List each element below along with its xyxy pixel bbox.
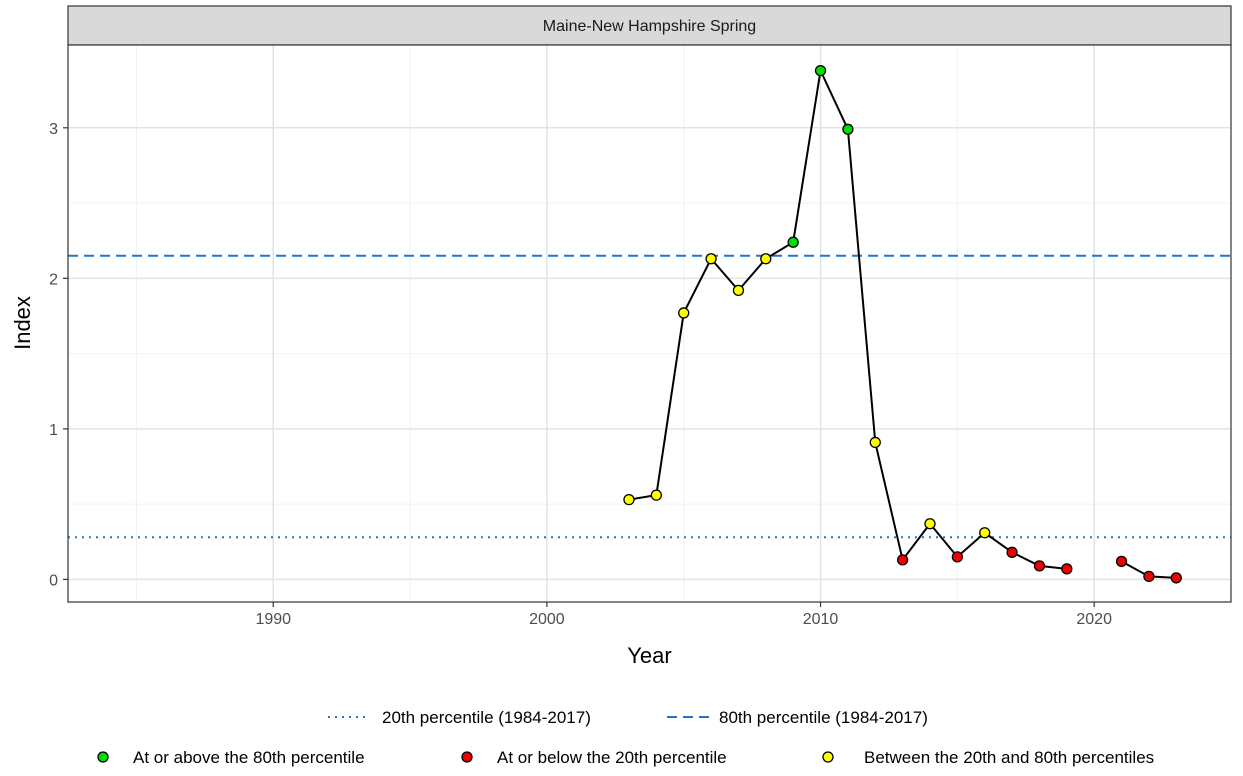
data-point-2019 [1061, 563, 1073, 575]
data-point-2011 [842, 123, 854, 135]
data-point-2005 [678, 307, 690, 319]
plot-panel-border [67, 44, 1232, 603]
data-point-2022 [1143, 570, 1155, 583]
y-tick-label: 3 [49, 121, 58, 138]
data-point-2012 [869, 436, 881, 449]
legend-key-below-20th [461, 751, 473, 763]
facet-strip [67, 5, 1232, 46]
data-point-2004 [650, 489, 662, 501]
y-tick-label: 2 [49, 271, 58, 288]
data-point-2013 [896, 554, 909, 566]
data-point-2008 [760, 253, 772, 265]
legend-label-above-80th: At or above the 80th percentile [133, 748, 365, 767]
legend: 20th percentile (1984-2017) 80th percent… [97, 708, 1154, 767]
y-tick-label: 1 [49, 422, 58, 439]
legend-label-80th-percentile: 80th percentile (1984-2017) [719, 708, 928, 727]
data-point-2018 [1033, 560, 1046, 572]
x-tick-label: 2010 [803, 611, 839, 628]
data-point-2006 [705, 253, 717, 265]
legend-label-20th-percentile: 20th percentile (1984-2017) [382, 708, 591, 727]
data-point-2014 [924, 518, 936, 530]
data-point-2007 [732, 284, 745, 297]
series-points [623, 64, 1182, 584]
plot-panel [68, 45, 1231, 602]
legend-row-reference-lines: 20th percentile (1984-2017) 80th percent… [328, 708, 928, 727]
x-axis-title: Year [627, 643, 671, 668]
data-point-2017 [1006, 546, 1018, 558]
x-tick-label: 2020 [1076, 611, 1112, 628]
y-axis-ticks: 0 1 2 3 [49, 121, 68, 589]
data-point-2010 [814, 64, 827, 77]
facet-label: Maine-New Hampshire Spring [543, 18, 756, 35]
x-tick-label: 1990 [255, 611, 291, 628]
y-tick-label: 0 [49, 572, 58, 589]
data-point-2016 [979, 527, 991, 539]
data-point-2021 [1115, 555, 1128, 568]
legend-label-below-20th: At or below the 20th percentile [497, 748, 727, 767]
x-axis-ticks: 1990 2000 2010 2020 [255, 602, 1112, 628]
legend-label-between: Between the 20th and 80th percentiles [864, 748, 1154, 767]
data-point-2015 [951, 551, 964, 563]
y-axis-title: Index [10, 296, 35, 350]
legend-key-between [822, 751, 834, 763]
data-point-2009 [787, 236, 799, 248]
reference-lines [68, 254, 1231, 539]
legend-key-above-80th [97, 751, 109, 763]
x-tick-label: 2000 [529, 611, 565, 628]
data-point-2023 [1170, 572, 1182, 584]
grid-layer [68, 45, 1231, 602]
data-point-2003 [623, 493, 635, 506]
legend-row-categories: At or above the 80th percentile At or be… [97, 748, 1154, 767]
